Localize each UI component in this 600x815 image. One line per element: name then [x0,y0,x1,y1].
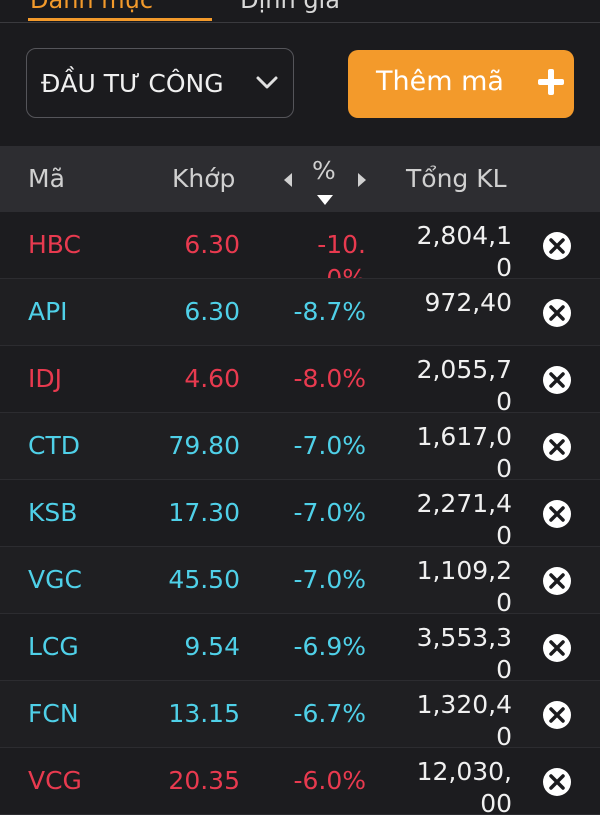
match-price: 45.50 [168,565,240,594]
symbol-code: LCG [28,632,79,661]
total-volume: 1,320,40 [416,690,512,748]
symbol-code: IDJ [28,364,62,393]
remove-icon[interactable] [542,365,572,395]
percent-change: -6.0% [293,766,366,795]
total-volume: 12,030,00 [416,757,512,815]
table-row[interactable]: IDJ 4.60 -8.0% 2,055,70 [0,346,600,413]
table-header: Mã Khớp % Tổng KL [0,146,600,212]
header-percent[interactable]: % [312,156,336,185]
match-price: 13.15 [168,699,240,728]
percent-change: -6.7% [293,699,366,728]
table-row[interactable]: VGC 45.50 -7.0% 1,109,20 [0,547,600,614]
table-row[interactable]: CTD 79.80 -7.0% 1,617,00 [0,413,600,480]
total-volume: 2,804,10 [416,221,512,279]
table-row[interactable]: LCG 9.54 -6.9% 3,553,30 [0,614,600,681]
match-price: 6.30 [184,230,240,259]
symbol-code: KSB [28,498,78,527]
percent-change: -8.7% [293,297,366,326]
watchlist-dropdown[interactable]: ĐẦU TƯ CÔNG [26,48,294,118]
symbol-code: CTD [28,431,80,460]
remove-icon[interactable] [542,566,572,596]
match-price: 4.60 [184,364,240,393]
remove-icon[interactable] [542,298,572,328]
remove-icon[interactable] [542,432,572,462]
remove-icon[interactable] [542,633,572,663]
plus-icon [538,69,564,95]
table-row[interactable]: KSB 17.30 -7.0% 2,271,40 [0,480,600,547]
chevron-down-icon [256,76,278,89]
total-volume: 2,271,40 [416,489,512,547]
match-price: 9.54 [184,632,240,661]
top-tab-bar: Danh mục Định giá [0,0,600,23]
symbol-code: API [28,297,68,326]
remove-icon[interactable] [542,231,572,261]
match-price: 79.80 [168,431,240,460]
total-volume: 1,617,00 [416,422,512,480]
tab-portfolio[interactable]: Danh mục [30,0,154,14]
percent-change: -7.0% [293,565,366,594]
watchlist-selected-label: ĐẦU TƯ CÔNG [41,69,224,98]
match-price: 17.30 [168,498,240,527]
header-price[interactable]: Khớp [172,164,236,193]
sort-down-icon [317,195,333,205]
active-tab-indicator [28,18,212,21]
symbol-code: HBC [28,230,81,259]
caret-right-icon[interactable] [356,172,368,188]
tab-valuation[interactable]: Định giá [240,0,340,14]
percent-change: -10.0% [317,230,366,279]
add-symbol-label: Thêm mã [376,66,504,97]
caret-left-icon[interactable] [282,172,294,188]
symbol-code: VGC [28,565,82,594]
header-total-volume[interactable]: Tổng KL [406,164,507,193]
total-volume: 1,109,20 [416,556,512,614]
match-price: 6.30 [184,297,240,326]
total-volume: 2,055,70 [416,355,512,413]
percent-change: -7.0% [293,431,366,460]
symbol-code: FCN [28,699,79,728]
symbol-code: VCG [28,766,82,795]
remove-icon[interactable] [542,499,572,529]
table-row[interactable]: API 6.30 -8.7% 972,40 [0,279,600,346]
table-row[interactable]: FCN 13.15 -6.7% 1,320,40 [0,681,600,748]
header-code[interactable]: Mã [28,164,65,193]
total-volume: 972,40 [424,288,512,317]
total-volume: 3,553,30 [416,623,512,681]
table-row[interactable]: VCG 20.35 -6.0% 12,030,00 [0,748,600,815]
percent-change: -8.0% [293,364,366,393]
remove-icon[interactable] [542,700,572,730]
match-price: 20.35 [168,766,240,795]
percent-change: -7.0% [293,498,366,527]
table-row[interactable]: HBC 6.30 -10.0% 2,804,10 [0,212,600,279]
remove-icon[interactable] [542,767,572,797]
add-symbol-button[interactable]: Thêm mã [348,50,574,118]
percent-change: -6.9% [293,632,366,661]
